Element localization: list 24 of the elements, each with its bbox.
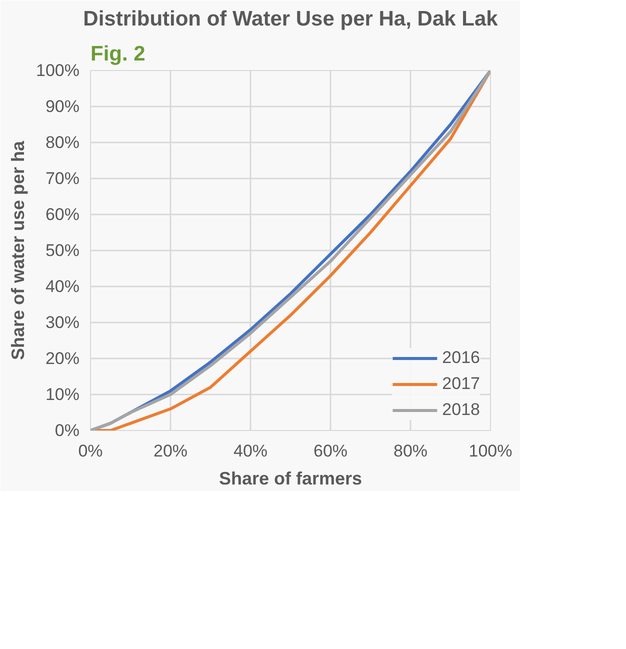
legend-label: 2018 bbox=[442, 400, 480, 420]
chart-title: Distribution of Water Use per Ha, Dak Lak bbox=[83, 8, 498, 30]
y-tick-label: 80% bbox=[45, 133, 80, 152]
y-tick-label: 30% bbox=[45, 313, 80, 332]
x-tick-label: 80% bbox=[393, 442, 428, 460]
y-axis-title: Share of water use per ha bbox=[8, 140, 28, 360]
y-tick-label: 0% bbox=[54, 421, 80, 440]
legend-label: 2016 bbox=[442, 348, 480, 368]
legend-label: 2017 bbox=[442, 374, 480, 394]
x-tick-label: 20% bbox=[153, 442, 188, 460]
y-tick-label: 90% bbox=[45, 97, 80, 116]
y-tick-label: 20% bbox=[45, 349, 80, 368]
x-tick-label: 100% bbox=[468, 442, 512, 460]
y-tick-label: 50% bbox=[45, 241, 80, 260]
x-tick-label: 0% bbox=[78, 442, 103, 460]
y-tick-label: 100% bbox=[36, 61, 80, 80]
y-tick-label: 70% bbox=[45, 169, 80, 188]
y-tick-label: 40% bbox=[45, 277, 80, 296]
y-tick-label: 60% bbox=[45, 205, 80, 224]
y-tick-label: 10% bbox=[45, 385, 80, 404]
caption: Fig. 2 bbox=[90, 42, 146, 66]
x-tick-label: 40% bbox=[233, 442, 268, 460]
x-axis-title: Share of farmers bbox=[218, 468, 362, 488]
x-tick-label: 60% bbox=[313, 442, 348, 460]
